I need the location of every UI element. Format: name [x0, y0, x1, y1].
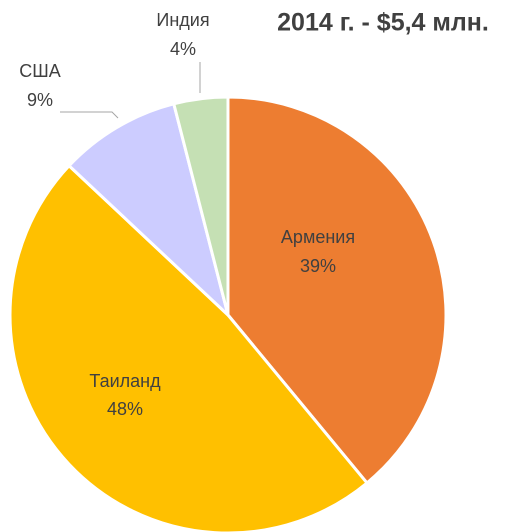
- chart-title: 2014 г. - $5,4 млн.: [277, 9, 489, 37]
- slice-name: Индия: [156, 10, 209, 30]
- slice-name: Таиланд: [89, 371, 161, 391]
- slice-value: 39%: [300, 256, 336, 276]
- slice-value: 48%: [107, 399, 143, 419]
- pie-slice: [8, 163, 370, 532]
- slice-value: 4%: [170, 39, 196, 59]
- pie-slice: [171, 95, 230, 316]
- slice-value: 9%: [27, 90, 53, 110]
- leader-line: [60, 111, 119, 119]
- pie-slice: [66, 102, 231, 320]
- pie-slice: [226, 95, 448, 486]
- slice-name: Армения: [281, 227, 355, 247]
- slice-name: США: [19, 61, 61, 81]
